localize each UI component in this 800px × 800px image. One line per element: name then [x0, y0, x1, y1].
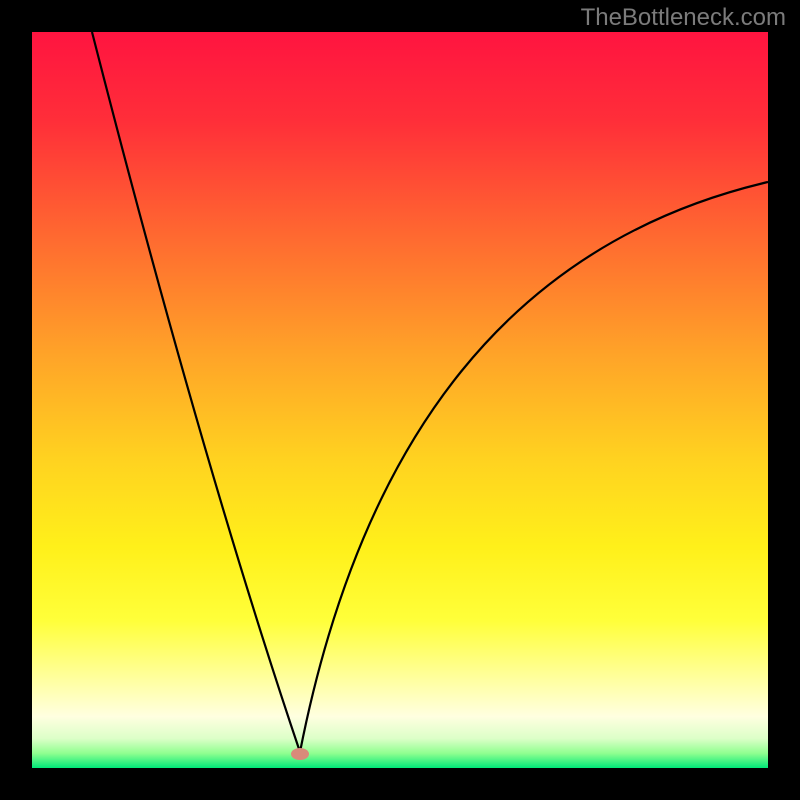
plot-area: [32, 32, 768, 768]
curve-path: [92, 32, 768, 752]
optimum-marker: [291, 748, 309, 760]
watermark-text: TheBottleneck.com: [581, 4, 786, 32]
chart-frame: TheBottleneck.com: [0, 0, 800, 800]
bottleneck-curve: [32, 32, 768, 768]
